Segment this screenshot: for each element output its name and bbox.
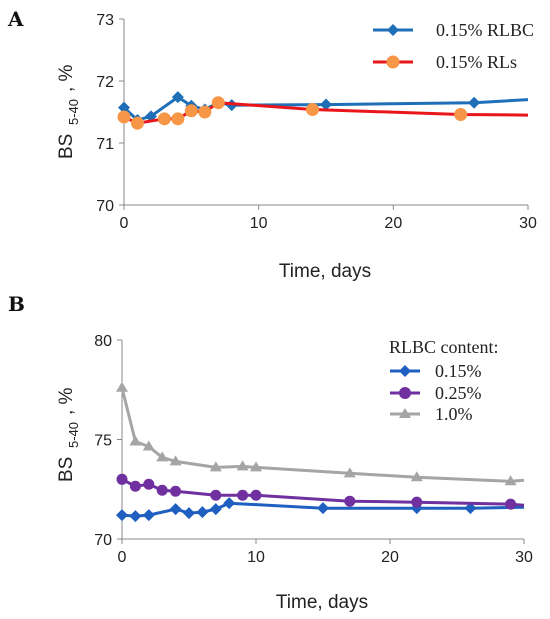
panel-b: B 0 10 20 30 70 75 80 Time, days BS 5-40 , % R… (8, 292, 533, 613)
data-point-1-0- (504, 475, 517, 486)
data-point-0-15-rlbc (468, 96, 481, 109)
series-line-0-25- (121, 477, 525, 507)
panel-b-legend: RLBC content: 0.15% 0.25% 1.0% (389, 337, 499, 424)
panel-a-legend: 0.15% RLBC 0.15% RLs (373, 20, 534, 72)
data-point-1-0- (169, 455, 182, 466)
data-point-0-25- (143, 478, 155, 490)
data-point-0-25- (411, 496, 423, 508)
data-point-0-15- (223, 497, 236, 510)
data-point-1-0- (236, 460, 249, 471)
legend-b-marker-025 (399, 387, 411, 399)
legend-b-label-025: 0.25% (435, 383, 482, 403)
panel-b-y-axis-label: BS (56, 457, 77, 482)
panel-a: A 0 10 20 30 70 71 72 73 Time, days BS 5-40 , %… (7, 7, 537, 282)
data-point-1-0- (156, 451, 169, 462)
panel-a-axes (123, 19, 528, 206)
data-point-0-25- (116, 473, 128, 485)
data-point-0-25- (237, 489, 249, 501)
data-point-0-15-rls (157, 112, 171, 126)
panel-a-series (117, 91, 529, 130)
x-tick-label: 10 (247, 549, 265, 566)
y-tick-label: 70 (94, 532, 112, 549)
data-point-1-0- (343, 467, 356, 478)
y-tick-label: 75 (94, 433, 112, 450)
legend-b-label-015: 0.15% (435, 361, 482, 381)
panel-a-letter: A (7, 7, 24, 31)
panel-b-ticks: 0 10 20 30 70 75 80 (94, 333, 533, 566)
data-point-0-25- (170, 485, 182, 497)
panel-a-y-axis-title: BS 5-40 , % (56, 64, 81, 159)
data-point-1-0- (250, 461, 262, 472)
x-tick-label: 0 (118, 549, 127, 566)
data-point-1-0- (129, 435, 142, 446)
data-point-0-25- (210, 489, 222, 501)
legend-a-label-rls: 0.15% RLs (436, 52, 517, 72)
data-point-1-0- (209, 461, 222, 472)
panel-b-y-axis-unit: , % (56, 387, 77, 415)
data-point-1-0- (410, 471, 423, 482)
panel-a-y-axis-label: BS (56, 134, 77, 159)
legend-b-marker-10 (399, 408, 411, 418)
data-point-0-15-rls (117, 110, 131, 124)
y-tick-label: 72 (96, 74, 114, 91)
data-point-0-15- (142, 509, 155, 522)
x-tick-label: 20 (384, 215, 402, 232)
panel-a-y-axis-subscript: 5-40 (66, 99, 81, 125)
data-point-0-15- (129, 510, 142, 523)
data-point-0-15-rls (171, 112, 185, 126)
x-tick-label: 30 (519, 215, 537, 232)
data-point-0-15- (464, 502, 477, 515)
data-point-0-25- (505, 498, 517, 510)
data-point-0-25- (129, 480, 141, 492)
data-point-0-15-rls (211, 96, 225, 110)
panel-b-series (116, 381, 525, 523)
data-point-0-15-rls (130, 116, 144, 130)
y-tick-label: 70 (96, 198, 114, 215)
legend-a-label-rlbc: 0.15% RLBC (436, 20, 534, 40)
data-point-0-25- (156, 484, 168, 496)
data-point-0-15- (317, 502, 329, 515)
data-point-0-15- (183, 507, 195, 520)
panel-a-ticks: 0 10 20 30 70 71 72 73 (96, 12, 537, 232)
series-line-0-15-rls (123, 101, 529, 125)
data-point-0-15-rlbc (320, 98, 332, 111)
y-tick-label: 73 (96, 12, 114, 29)
panel-b-letter: B (8, 292, 25, 316)
data-point-1-0- (116, 381, 128, 392)
data-point-0-15- (196, 506, 209, 519)
legend-b-marker-015 (399, 365, 411, 377)
data-point-0-25- (250, 489, 262, 501)
data-point-0-15-rlbc (171, 91, 184, 104)
data-point-0-15- (209, 503, 222, 516)
data-point-0-15- (116, 509, 128, 522)
panel-a-x-axis-title: Time, days (279, 261, 371, 282)
x-tick-label: 20 (381, 549, 399, 566)
data-point-0-25- (344, 495, 356, 507)
panel-a-y-axis-unit: , % (56, 64, 77, 92)
x-tick-label: 10 (250, 215, 268, 232)
y-tick-label: 80 (94, 333, 112, 350)
data-point-0-15-rlbc (118, 101, 130, 114)
panel-b-y-axis-title: BS 5-40 , % (56, 387, 81, 482)
data-point-1-0- (142, 440, 155, 451)
y-tick-label: 71 (96, 136, 114, 153)
x-tick-label: 30 (515, 549, 533, 566)
panel-b-y-axis-subscript: 5-40 (66, 422, 81, 448)
legend-b-title: RLBC content: (389, 337, 499, 357)
panel-b-x-axis-title: Time, days (276, 592, 368, 613)
data-point-0-15-rls (198, 105, 212, 119)
legend-a-marker-rls (386, 55, 400, 69)
data-point-0-15-rls (454, 107, 468, 121)
data-point-0-15-rls (184, 104, 198, 118)
legend-b-label-10: 1.0% (435, 404, 473, 424)
x-tick-label: 0 (120, 215, 129, 232)
legend-a-marker-rlbc (387, 24, 399, 36)
data-point-0-15-rls (306, 103, 320, 117)
data-point-0-15- (169, 503, 182, 516)
